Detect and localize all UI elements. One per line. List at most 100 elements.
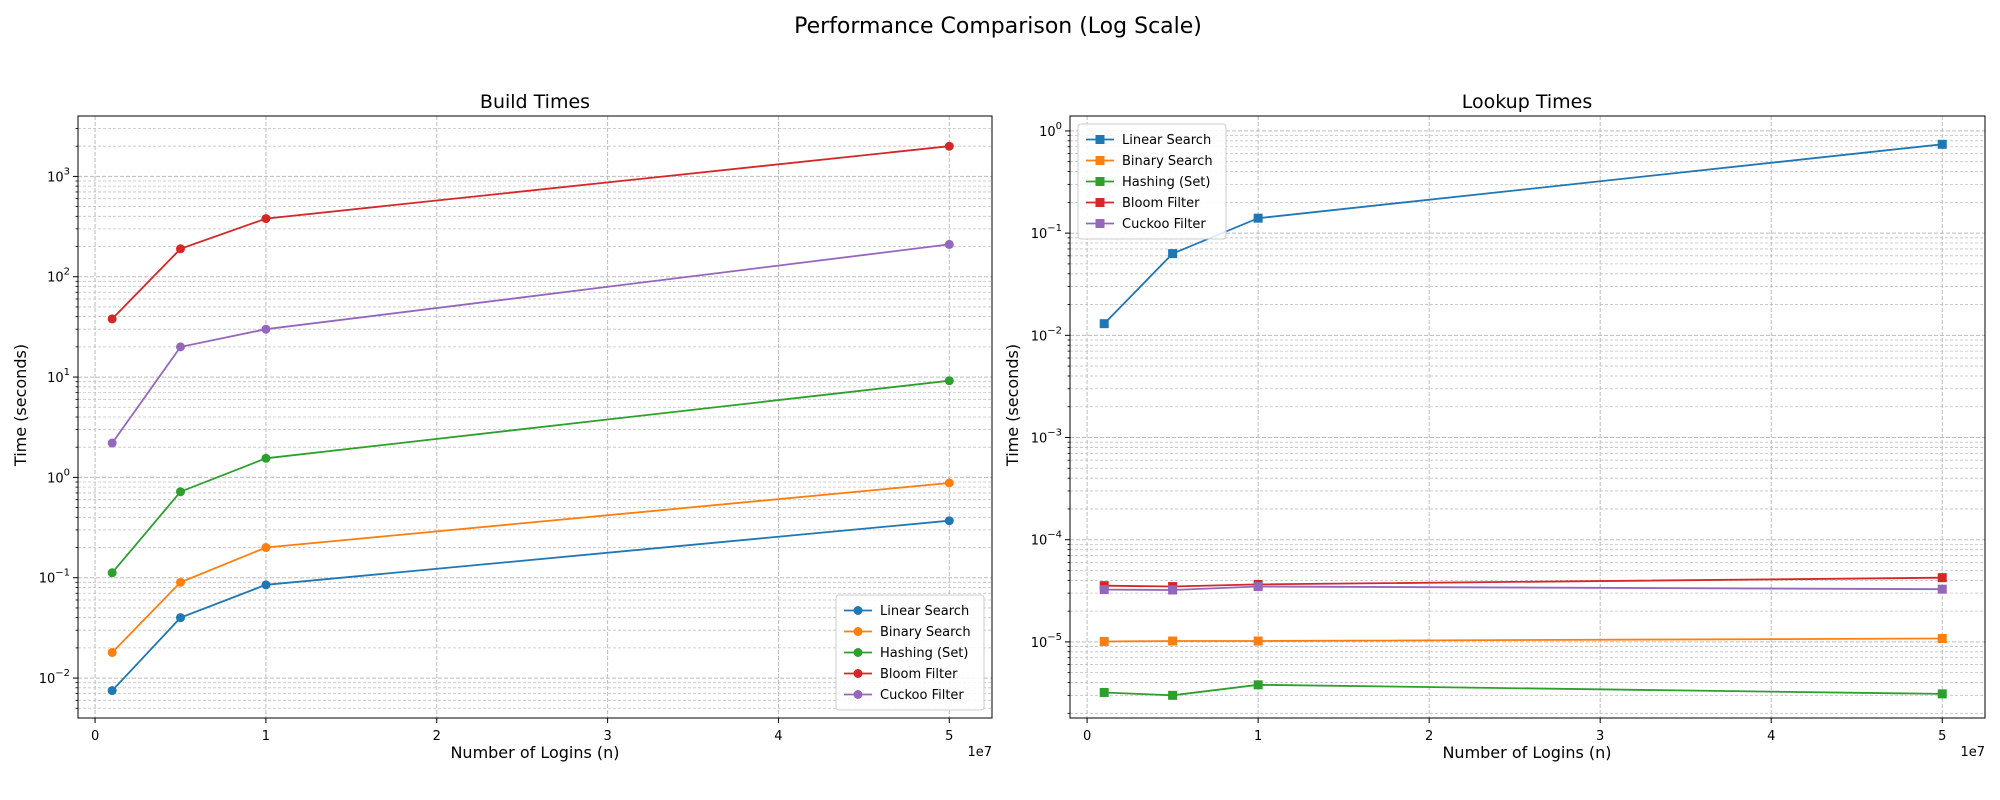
data-point (107, 568, 117, 578)
legend-label: Linear Search (880, 604, 969, 619)
data-point (1099, 319, 1109, 329)
y-tick-label: 10−5 (1031, 632, 1062, 651)
data-point (176, 342, 186, 352)
build-times-series-hashing-set (107, 376, 954, 578)
legend-label: Cuckoo Filter (880, 688, 964, 703)
legend-marker (853, 690, 863, 699)
build-times-x-offset: 1e7 (967, 745, 992, 760)
legend-label: Bloom Filter (880, 667, 958, 682)
x-tick-label: 3 (1596, 729, 1604, 744)
data-point (261, 324, 271, 334)
y-tick-label: 10−4 (1031, 530, 1062, 549)
y-tick-label: 10−1 (1031, 223, 1062, 242)
build-times-chart: Build Times Number of Logins (n) Time (s… (11, 91, 993, 762)
build-times-xlabel: Number of Logins (n) (450, 743, 619, 762)
legend-marker (1095, 219, 1105, 228)
build-times-series-linear-search (107, 516, 954, 696)
series-line (111, 243, 950, 444)
data-point (107, 686, 117, 696)
data-point (1253, 680, 1263, 690)
data-point (1253, 636, 1263, 646)
legend-marker (1095, 177, 1105, 186)
x-tick-label: 1 (1254, 729, 1262, 744)
legend-label: Cuckoo Filter (1122, 217, 1206, 232)
legend-label: Binary Search (880, 625, 971, 640)
y-tick-label: 100 (1039, 121, 1062, 140)
data-point (1937, 633, 1947, 643)
x-tick-label: 0 (1083, 729, 1091, 744)
y-tick-label: 10−1 (39, 568, 70, 587)
data-point (1937, 689, 1947, 699)
data-point (1168, 636, 1178, 646)
x-tick-label: 4 (1767, 729, 1775, 744)
lookup-times-axes-frame (1069, 115, 1986, 719)
legend-marker (1095, 198, 1105, 207)
build-times-ylabel: Time (seconds) (11, 344, 30, 467)
y-tick-label: 10−2 (1031, 325, 1062, 344)
lookup-times-ylabel: Time (seconds) (1003, 344, 1022, 467)
data-point (261, 580, 271, 590)
data-point (944, 239, 954, 249)
data-point (1099, 687, 1109, 697)
build-times-title: Build Times (480, 91, 590, 113)
x-tick-label: 4 (774, 729, 782, 744)
data-point (1253, 213, 1263, 223)
data-point (107, 438, 117, 448)
legend-label: Hashing (Set) (1122, 175, 1210, 190)
data-point (1937, 573, 1947, 583)
data-point (944, 376, 954, 386)
legend-label: Bloom Filter (1122, 196, 1200, 211)
x-tick-label: 3 (603, 729, 611, 744)
build-times-series-bloom-filter (107, 141, 954, 324)
data-point (1168, 585, 1178, 595)
series-line (111, 519, 950, 692)
data-point (176, 613, 186, 623)
y-tick-label: 10−2 (39, 668, 70, 687)
data-point (176, 487, 186, 497)
legend-marker (1095, 156, 1105, 165)
x-tick-label: 5 (945, 729, 953, 744)
y-tick-label: 100 (47, 467, 70, 486)
data-point (944, 478, 954, 488)
data-point (107, 647, 117, 657)
data-point (1168, 249, 1178, 259)
legend-marker (853, 669, 863, 678)
data-point (1099, 636, 1109, 646)
lookup-times-chart: Lookup Times Number of Logins (n) Time (… (1003, 91, 1986, 762)
data-point (261, 453, 271, 463)
legend-label: Linear Search (1122, 133, 1211, 148)
series-line (1104, 637, 1943, 643)
legend-label: Hashing (Set) (880, 646, 968, 661)
build-times-series-cuckoo-filter (107, 239, 954, 448)
x-tick-label: 2 (1425, 729, 1433, 744)
data-point (1937, 139, 1947, 149)
data-point (1937, 584, 1947, 594)
x-tick-label: 1 (262, 729, 270, 744)
y-tick-label: 101 (47, 367, 70, 386)
build-times-grid (73, 116, 992, 723)
series-line (1104, 585, 1943, 591)
series-line (111, 482, 950, 654)
data-point (176, 244, 186, 254)
x-tick-label: 2 (433, 729, 441, 744)
legend-box (1077, 123, 1227, 240)
build-times-series-binary-search (107, 478, 954, 657)
series-line (111, 145, 950, 320)
legend-marker (853, 606, 863, 615)
lookup-times-legend: Linear Search Binary Search Hashing (Set) B… (1077, 123, 1227, 240)
data-point (261, 543, 271, 553)
data-point (1168, 690, 1178, 700)
data-point (176, 577, 186, 587)
data-point (944, 516, 954, 526)
series-line (1104, 683, 1943, 697)
legend-label: Binary Search (1122, 154, 1213, 169)
legend-marker (1095, 135, 1105, 144)
y-tick-label: 10−3 (1031, 428, 1062, 447)
legend-box (835, 594, 985, 711)
legend-marker (853, 627, 863, 636)
data-point (1099, 585, 1109, 595)
lookup-times-series-linear-search (1099, 139, 1947, 329)
lookup-times-series-cuckoo-filter (1099, 582, 1947, 595)
lookup-times-title: Lookup Times (1462, 91, 1592, 113)
